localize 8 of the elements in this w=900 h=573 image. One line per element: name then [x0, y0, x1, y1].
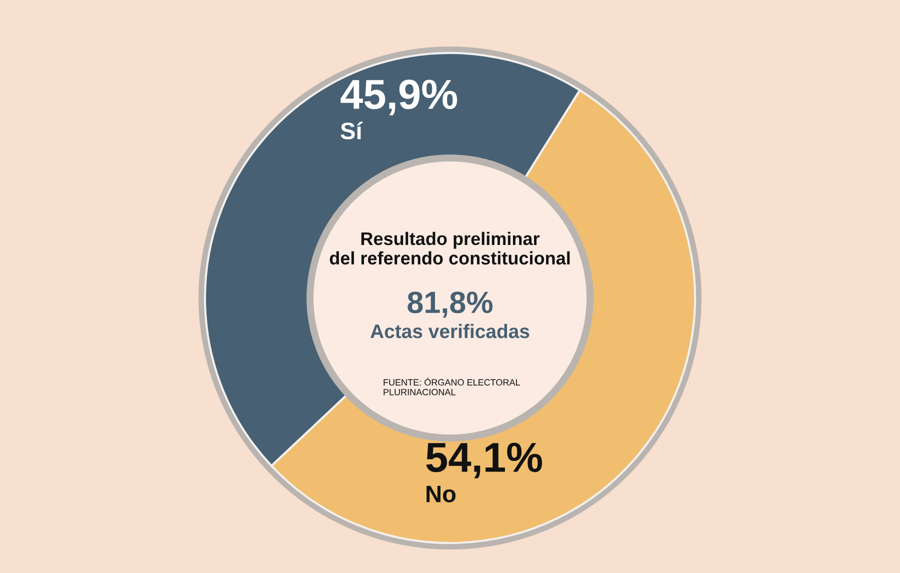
slice-label: No [426, 486, 456, 502]
data-label: 54,1% [426, 442, 542, 478]
slice-label: Sí [340, 122, 363, 140]
source-note: FUENTE: ÓRGANO ELECTORAL PLURINACIONAL [384, 378, 520, 396]
text: Actas verificadas [370, 324, 530, 338]
data-label: 45,9% [340, 80, 458, 116]
text: 81,8% [408, 292, 493, 318]
text: Resultado preliminar del referendo constitucional [330, 232, 570, 265]
